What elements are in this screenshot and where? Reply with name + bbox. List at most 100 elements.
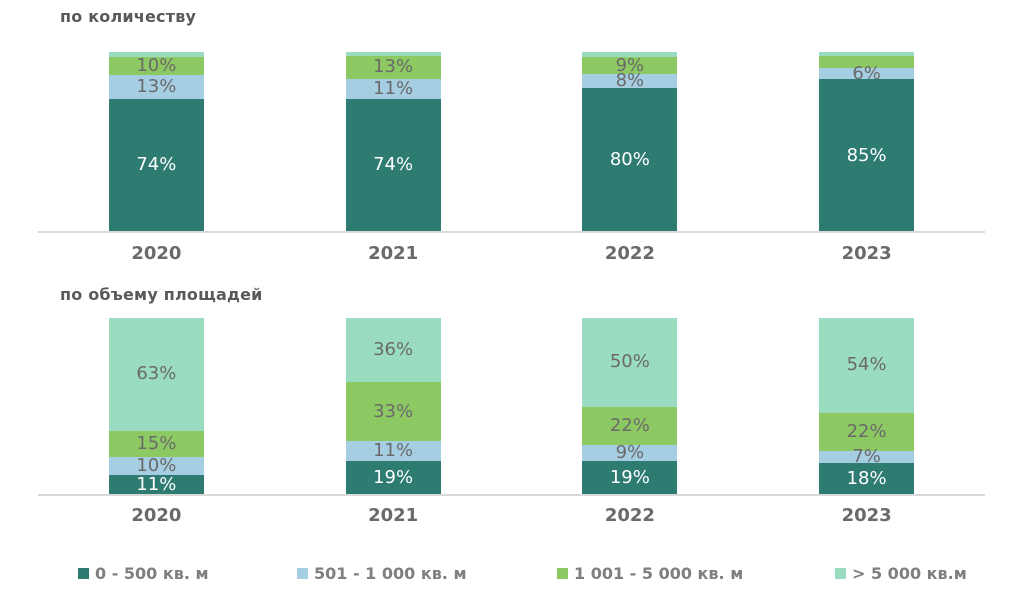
legend-item: 501 - 1 000 кв. м <box>297 564 467 583</box>
bar-segment: 63% <box>108 318 204 431</box>
data-label: 11% <box>373 440 414 462</box>
plot-area-by-quantity: 74% 13% 10% 74% 11% 13% 80% 8% 9% 85% 6% <box>38 52 985 232</box>
legend-swatch-icon <box>78 568 89 579</box>
bar-segment: 7% <box>819 446 915 468</box>
stacked-bar-2020: 74% 13% 10% <box>108 52 204 232</box>
data-label: 63% <box>136 363 177 385</box>
legend-item: 1 001 - 5 000 кв. м <box>557 564 743 583</box>
x-axis-label: 2021 <box>368 243 419 264</box>
bars-by-quantity: 74% 13% 10% 74% 11% 13% 80% 8% 9% 85% 6% <box>38 52 985 232</box>
bar-slot: 11% 10% 15% 63% <box>38 318 275 495</box>
stacked-bar-2021: 74% 11% 13% <box>345 52 441 232</box>
stacked-bar-2022: 80% 8% 9% <box>582 52 678 232</box>
x-axis-label: 2023 <box>841 243 892 264</box>
data-label: 36% <box>373 339 414 361</box>
legend-label: 1 001 - 5 000 кв. м <box>574 564 744 583</box>
data-label: 33% <box>373 400 414 422</box>
bar-segment: 36% <box>345 318 441 383</box>
bars-by-area: 11% 10% 15% 63% 19% 11% 33% 36% 19% 9% 22% 50% 18% 7%… <box>38 318 985 495</box>
bar-segment: 13% <box>345 55 441 80</box>
data-label: 9% <box>615 442 645 464</box>
plot-area-by-area: 11% 10% 15% 63% 19% 11% 33% 36% 19% 9% 22% 50% 18% 7%… <box>38 318 985 495</box>
stacked-bar-2022: 19% 9% 22% 50% <box>582 318 678 495</box>
x-axis-label: 2022 <box>604 243 655 264</box>
data-label: 19% <box>609 467 650 489</box>
data-label: 74% <box>136 154 177 176</box>
bar-slot: 19% 11% 33% 36% <box>275 318 512 495</box>
bar-segment: 33% <box>345 382 441 442</box>
bar-slot: 85% 6% <box>748 52 985 232</box>
chart-title-by-quantity: по количеству <box>60 7 197 26</box>
x-axis-line-top <box>38 231 985 233</box>
bar-segment: 8% <box>582 69 678 91</box>
bar-slot: 18% 7% 22% 54% <box>748 318 985 495</box>
bar-slot: 19% 9% 22% 50% <box>512 318 749 495</box>
data-label: 8% <box>615 69 645 91</box>
x-axis-labels-top: 2020 2021 2022 2023 <box>38 243 985 264</box>
bar-segment: 15% <box>108 430 204 458</box>
data-label: 11% <box>136 474 177 496</box>
stacked-bar-2023: 85% 6% <box>819 52 915 232</box>
x-axis-label: 2023 <box>841 505 892 526</box>
bar-segment: 19% <box>582 461 678 495</box>
bar-segment: 10% <box>108 455 204 477</box>
legend-swatch-icon <box>557 568 568 579</box>
bar-segment: 80% <box>582 88 678 232</box>
bar-segment: 6% <box>819 64 915 82</box>
bar-segment: 74% <box>345 98 441 232</box>
bar-segment: 50% <box>582 318 678 407</box>
bar-segment: 10% <box>108 55 204 77</box>
data-label: 6% <box>852 62 881 84</box>
x-axis-label: 2020 <box>131 505 182 526</box>
data-label: 9% <box>615 54 645 76</box>
bar-segment: 11% <box>345 77 441 99</box>
bar-segment: 18% <box>819 463 915 495</box>
bar-segment <box>819 52 915 56</box>
legend-swatch-icon <box>835 568 846 579</box>
data-label: 22% <box>846 420 887 442</box>
bar-slot: 74% 11% 13% <box>275 52 512 232</box>
legend: 0 - 500 кв. м 501 - 1 000 кв. м 1 001 - 5 … <box>0 564 1024 588</box>
chart-title-by-area: по объему площадей <box>60 285 263 304</box>
bar-segment: 54% <box>819 318 915 413</box>
data-label: 10% <box>136 55 177 77</box>
x-axis-label: 2022 <box>604 505 655 526</box>
data-label: 13% <box>136 76 177 98</box>
bar-segment: 19% <box>345 461 441 495</box>
data-label: 22% <box>609 414 650 436</box>
data-label: 80% <box>609 149 650 170</box>
data-label: 11% <box>373 77 414 99</box>
x-axis-labels-bottom: 2020 2021 2022 2023 <box>38 505 985 526</box>
bar-segment: 85% <box>819 79 915 232</box>
legend-label: > 5 000 кв.м <box>852 564 967 583</box>
data-label: 13% <box>373 56 414 78</box>
bar-segment: 74% <box>108 98 204 232</box>
data-label: 85% <box>846 144 887 166</box>
bar-segment: 13% <box>108 75 204 99</box>
legend-item: > 5 000 кв.м <box>835 564 967 583</box>
stacked-bar-2023: 18% 7% 22% 54% <box>819 318 915 495</box>
data-label: 7% <box>852 446 881 468</box>
bar-segment: 11% <box>108 474 204 496</box>
data-label: 54% <box>846 354 887 376</box>
bar-slot: 80% 8% 9% <box>512 52 749 232</box>
bar-segment: 9% <box>582 442 678 464</box>
data-label: 74% <box>373 154 414 176</box>
bar-segment: 9% <box>582 54 678 76</box>
stacked-bar-2020: 11% 10% 15% 63% <box>108 318 204 496</box>
legend-swatch-icon <box>297 568 308 579</box>
data-label: 19% <box>373 467 414 489</box>
x-axis-line-bottom <box>38 494 985 496</box>
bar-segment <box>108 52 204 58</box>
bar-segment <box>345 52 441 56</box>
bar-segment <box>819 55 915 69</box>
x-axis-label: 2021 <box>368 505 419 526</box>
bar-segment <box>582 52 678 58</box>
legend-label: 0 - 500 кв. м <box>95 564 209 583</box>
data-label: 10% <box>136 455 177 477</box>
data-label: 18% <box>846 468 887 490</box>
legend-label: 501 - 1 000 кв. м <box>314 564 467 583</box>
data-label: 50% <box>609 351 650 373</box>
bar-segment: 22% <box>819 412 915 452</box>
